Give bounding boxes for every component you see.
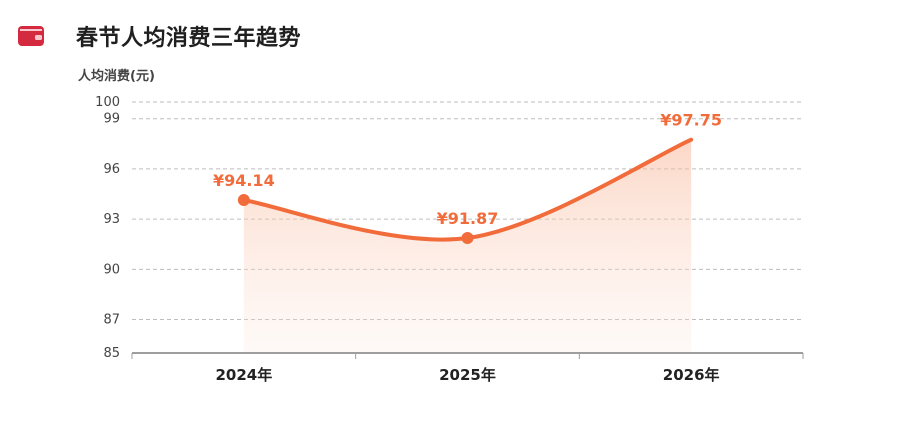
data-label: ¥97.75 — [660, 111, 722, 130]
data-label: ¥91.87 — [437, 209, 499, 228]
area-fill — [243, 139, 692, 353]
data-label: ¥94.14 — [213, 171, 275, 190]
y-tick-label: 90 — [103, 262, 120, 277]
y-axis-label: 人均消费(元) — [78, 68, 155, 84]
chart-title: 春节人均消费三年趋势 — [76, 26, 302, 51]
x-tick-label: 2026年 — [663, 366, 720, 384]
data-point — [237, 194, 250, 207]
series-area — [243, 139, 692, 353]
data-markers — [237, 194, 474, 245]
x-tick-label: 2025年 — [439, 366, 496, 384]
y-tick-label: 96 — [103, 162, 120, 177]
y-axis-ticks: 85 87 90 93 96 99 100 — [95, 95, 120, 361]
y-tick-label: 85 — [103, 346, 120, 361]
y-tick-label: 87 — [103, 313, 120, 328]
y-tick-label: 100 — [95, 95, 120, 110]
data-point — [461, 232, 474, 245]
chart-header: 春节人均消费三年趋势 — [18, 18, 301, 54]
y-tick-label: 93 — [103, 212, 120, 227]
x-axis-ticks: 2024年 2025年 2026年 — [215, 366, 719, 384]
x-axis — [131, 352, 804, 359]
data-labels: ¥94.14 ¥91.87 ¥97.75 — [213, 111, 722, 228]
y-tick-label: 99 — [103, 112, 120, 127]
wallet-icon — [18, 26, 44, 46]
x-tick-label: 2024年 — [215, 366, 272, 384]
